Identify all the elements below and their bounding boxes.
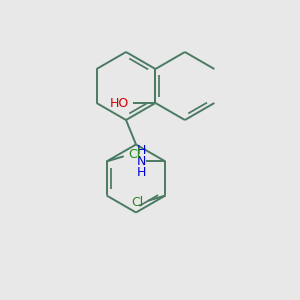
Text: H: H [137, 166, 146, 179]
Text: N: N [137, 155, 146, 168]
Text: Cl: Cl [131, 196, 143, 209]
Text: H: H [137, 144, 146, 157]
Text: Cl: Cl [129, 148, 141, 161]
Text: HO: HO [110, 97, 129, 110]
